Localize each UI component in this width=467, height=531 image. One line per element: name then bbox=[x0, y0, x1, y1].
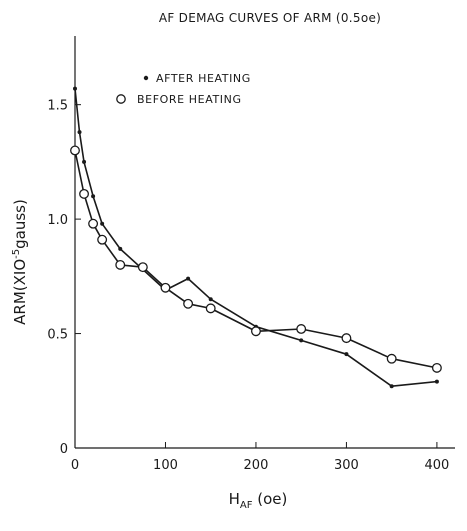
x-tick-label: 300 bbox=[334, 458, 359, 473]
x-axis-label: HAF (oe) bbox=[229, 490, 288, 511]
data-point-after-heating bbox=[434, 379, 439, 384]
y-axis-label-post: gauss) bbox=[11, 199, 29, 249]
data-point-before-heating bbox=[183, 298, 194, 309]
series-line-after-heating bbox=[74, 88, 437, 388]
legend-label-after-heating: AFTER HEATING bbox=[156, 72, 251, 85]
x-axis-label-unit: (oe) bbox=[252, 490, 287, 508]
y-axis-label: ARM(XIO-5gauss) bbox=[11, 199, 29, 325]
y-axis-label-sup: -5 bbox=[11, 249, 22, 259]
data-point-after-heating bbox=[389, 384, 394, 389]
data-point-after-heating bbox=[77, 130, 82, 135]
data-point-before-heating bbox=[97, 234, 108, 245]
y-tick-label: 1.5 bbox=[47, 99, 68, 114]
data-point-before-heating bbox=[431, 362, 442, 373]
data-point-before-heating bbox=[341, 333, 352, 344]
y-tick-label: 0 bbox=[60, 442, 68, 457]
y-tick-label: 1.0 bbox=[47, 213, 68, 228]
y-axis-label-pre: ARM(XIO bbox=[11, 259, 29, 325]
data-point-before-heating bbox=[296, 324, 307, 334]
y-tick-label: 0.5 bbox=[47, 328, 68, 343]
legend-marker-after-heating bbox=[143, 75, 149, 81]
data-point-after-heating bbox=[100, 221, 105, 226]
legend: AFTER HEATING BEFORE HEATING bbox=[116, 72, 251, 106]
x-tick-label: 400 bbox=[424, 458, 449, 473]
data-point-before-heating bbox=[386, 353, 397, 364]
data-point-after-heating bbox=[73, 86, 77, 91]
legend-marker-before-heating bbox=[116, 94, 126, 104]
data-point-after-heating bbox=[208, 297, 213, 302]
chart-title: AF DEMAG CURVES OF ARM (0.5oe) bbox=[159, 11, 381, 25]
data-point-before-heating bbox=[160, 282, 171, 293]
x-tick-label: 200 bbox=[244, 458, 269, 473]
plot-area bbox=[70, 86, 442, 389]
x-axis-label-main: H bbox=[229, 490, 240, 508]
data-point-before-heating bbox=[205, 303, 216, 314]
data-point-before-heating bbox=[115, 259, 126, 270]
data-point-before-heating bbox=[70, 145, 80, 156]
data-point-after-heating bbox=[186, 276, 191, 281]
data-point-after-heating bbox=[82, 159, 87, 164]
data-point-after-heating bbox=[299, 338, 304, 343]
y-ticks: 0 0.5 1.0 1.5 bbox=[47, 99, 81, 457]
data-point-before-heating bbox=[137, 262, 148, 273]
x-ticks: 0 100 200 300 400 bbox=[71, 442, 449, 473]
x-tick-label: 0 bbox=[71, 458, 79, 473]
data-point-after-heating bbox=[118, 246, 123, 251]
data-point-before-heating bbox=[79, 188, 89, 199]
data-point-before-heating bbox=[251, 326, 261, 337]
data-point-after-heating bbox=[344, 352, 349, 357]
legend-label-before-heating: BEFORE HEATING bbox=[137, 93, 242, 106]
x-tick-label: 100 bbox=[153, 458, 178, 473]
x-axis-label-sub: AF bbox=[240, 500, 253, 511]
data-point-after-heating bbox=[91, 194, 96, 199]
data-point-before-heating bbox=[88, 218, 99, 229]
